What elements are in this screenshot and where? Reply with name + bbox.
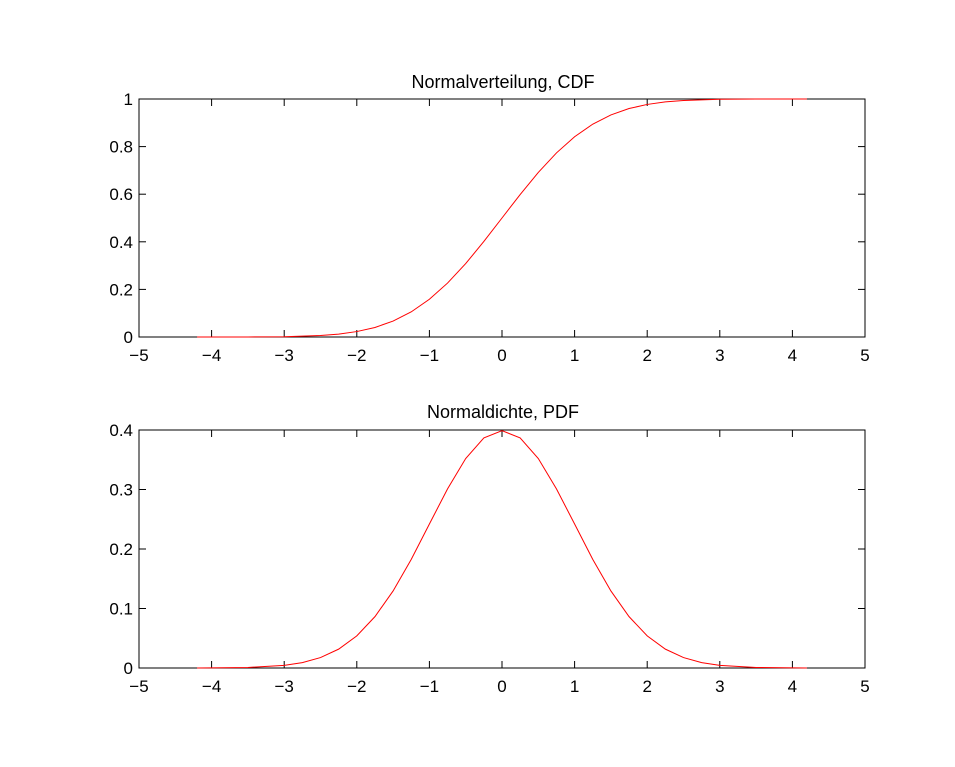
cdf-x-tick-label: 3 [715, 346, 724, 365]
pdf-tick-labels: −5 −4 −3 −2 −1 0 1 2 3 4 5 0 0.1 0.2 0.3 0.4 [109, 421, 869, 696]
pdf-x-tick-label: 2 [642, 677, 651, 696]
cdf-y-tick-label: 0 [124, 328, 133, 347]
pdf-y-tick-label: 0.2 [109, 540, 133, 559]
cdf-ticks [138, 98, 866, 338]
pdf-title: Normaldichte, PDF [427, 402, 579, 422]
cdf-x-tick-label: −1 [420, 346, 439, 365]
cdf-tick-labels: −5 −4 −3 −2 −1 0 1 2 3 4 5 0 0.2 0.4 0.6 0.8 1 [109, 90, 869, 365]
cdf-x-tick-label: 2 [642, 346, 651, 365]
pdf-x-tick-label: 5 [860, 677, 869, 696]
pdf-x-tick-label: 0 [497, 677, 506, 696]
pdf-axes-box [138, 429, 866, 669]
cdf-y-tick-label: 0.8 [109, 138, 133, 157]
cdf-x-tick-label: −5 [129, 346, 148, 365]
cdf-y-tick-label: 0.6 [109, 185, 133, 204]
pdf-x-tick-label: 3 [715, 677, 724, 696]
pdf-x-tick-label: −5 [129, 677, 148, 696]
cdf-y-tick-label: 0.2 [109, 280, 133, 299]
pdf-y-tick-label: 0.4 [109, 421, 133, 440]
pdf-curve [197, 430, 807, 669]
cdf-x-tick-label: −2 [347, 346, 366, 365]
cdf-x-tick-label: 5 [860, 346, 869, 365]
pdf-x-tick-label: −2 [347, 677, 366, 696]
cdf-x-tick-label: 4 [788, 346, 797, 365]
pdf-x-tick-label: −3 [275, 677, 294, 696]
pdf-y-tick-label: 0 [124, 659, 133, 678]
subplot-cdf: Normalverteilung, CDF −5 −4 −3 −2 −1 0 1 2 3 4 5 0 0… [109, 72, 869, 365]
pdf-x-tick-label: −4 [202, 677, 221, 696]
cdf-x-tick-label: 1 [570, 346, 579, 365]
pdf-x-tick-label: 4 [788, 677, 797, 696]
pdf-x-tick-label: −1 [420, 677, 439, 696]
cdf-y-tick-label: 1 [124, 90, 133, 109]
cdf-x-tick-label: −4 [202, 346, 221, 365]
cdf-x-tick-label: −3 [275, 346, 294, 365]
pdf-y-tick-label: 0.3 [109, 481, 133, 500]
cdf-title: Normalverteilung, CDF [411, 72, 594, 92]
cdf-x-tick-label: 0 [497, 346, 506, 365]
subplot-pdf: Normaldichte, PDF −5 −4 −3 −2 −1 0 1 2 3 4 5 0 0.1 0.… [109, 402, 869, 696]
cdf-curve [197, 98, 807, 338]
pdf-y-tick-label: 0.1 [109, 600, 133, 619]
cdf-y-tick-label: 0.4 [109, 233, 133, 252]
pdf-x-tick-label: 1 [570, 677, 579, 696]
pdf-ticks [138, 429, 866, 669]
